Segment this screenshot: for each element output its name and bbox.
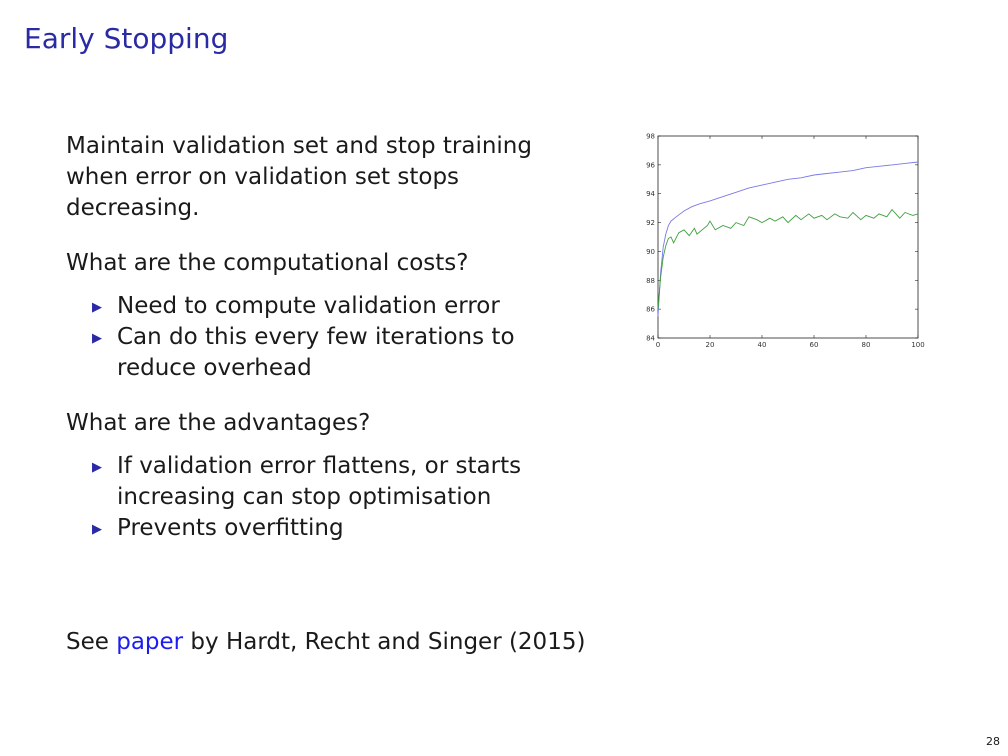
- triangle-bullet-icon: ▶: [92, 460, 102, 475]
- bullet-text: Need to compute validation error: [117, 293, 500, 319]
- x-tick-label: 0: [656, 341, 660, 349]
- y-tick-label: 86: [646, 306, 655, 314]
- y-tick-label: 94: [646, 190, 655, 198]
- costs-question: What are the computational costs?: [66, 250, 469, 276]
- reference-suffix: by Hardt, Recht and Singer (2015): [183, 629, 586, 655]
- x-tick-label: 40: [758, 341, 767, 349]
- bullet-text: Prevents overfitting: [117, 515, 344, 541]
- intro-paragraph: Maintain validation set and stop trainin…: [66, 133, 532, 221]
- bullet-text: If validation error flattens, or starts …: [117, 453, 522, 510]
- advantages-bullet-list: ▶ If validation error flattens, or start…: [66, 451, 566, 544]
- x-tick-label: 100: [911, 341, 924, 349]
- advantages-question: What are the advantages?: [66, 410, 371, 436]
- slide-title: Early Stopping: [24, 22, 229, 55]
- y-tick-label: 88: [646, 277, 655, 285]
- list-item: ▶ Can do this every few iterations to re…: [66, 322, 566, 384]
- triangle-bullet-icon: ▶: [92, 522, 102, 537]
- costs-bullet-list: ▶ Need to compute validation error ▶ Can…: [66, 291, 566, 384]
- triangle-bullet-icon: ▶: [92, 331, 102, 346]
- series-line-1: [657, 161, 919, 317]
- page-number: 28: [986, 735, 1000, 748]
- y-tick-label: 84: [646, 335, 655, 343]
- y-tick-label: 98: [646, 133, 655, 141]
- y-tick-label: 92: [646, 219, 655, 227]
- paper-link[interactable]: paper: [116, 629, 184, 655]
- y-tick-label: 90: [646, 248, 655, 256]
- slide-content: Maintain validation set and stop trainin…: [66, 131, 566, 568]
- reference-prefix: See: [66, 629, 117, 655]
- x-tick-label: 60: [810, 341, 819, 349]
- plot-frame: [657, 135, 919, 339]
- list-item: ▶ If validation error flattens, or start…: [66, 451, 566, 513]
- x-tick-label: 80: [862, 341, 871, 349]
- series-line-2: [657, 208, 919, 310]
- y-tick-label: 96: [646, 161, 655, 169]
- validation-accuracy-chart: 0 20 40 60 80 100 84 86 88 90 92 94 96 98: [646, 133, 925, 350]
- reference-line: See paper by Hardt, Recht and Singer (20…: [66, 627, 585, 658]
- list-item: ▶ Need to compute validation error: [66, 291, 566, 322]
- x-tick-label: 20: [706, 341, 715, 349]
- triangle-bullet-icon: ▶: [92, 300, 102, 315]
- bullet-text: Can do this every few iterations to redu…: [117, 324, 515, 381]
- list-item: ▶ Prevents overfitting: [66, 513, 566, 544]
